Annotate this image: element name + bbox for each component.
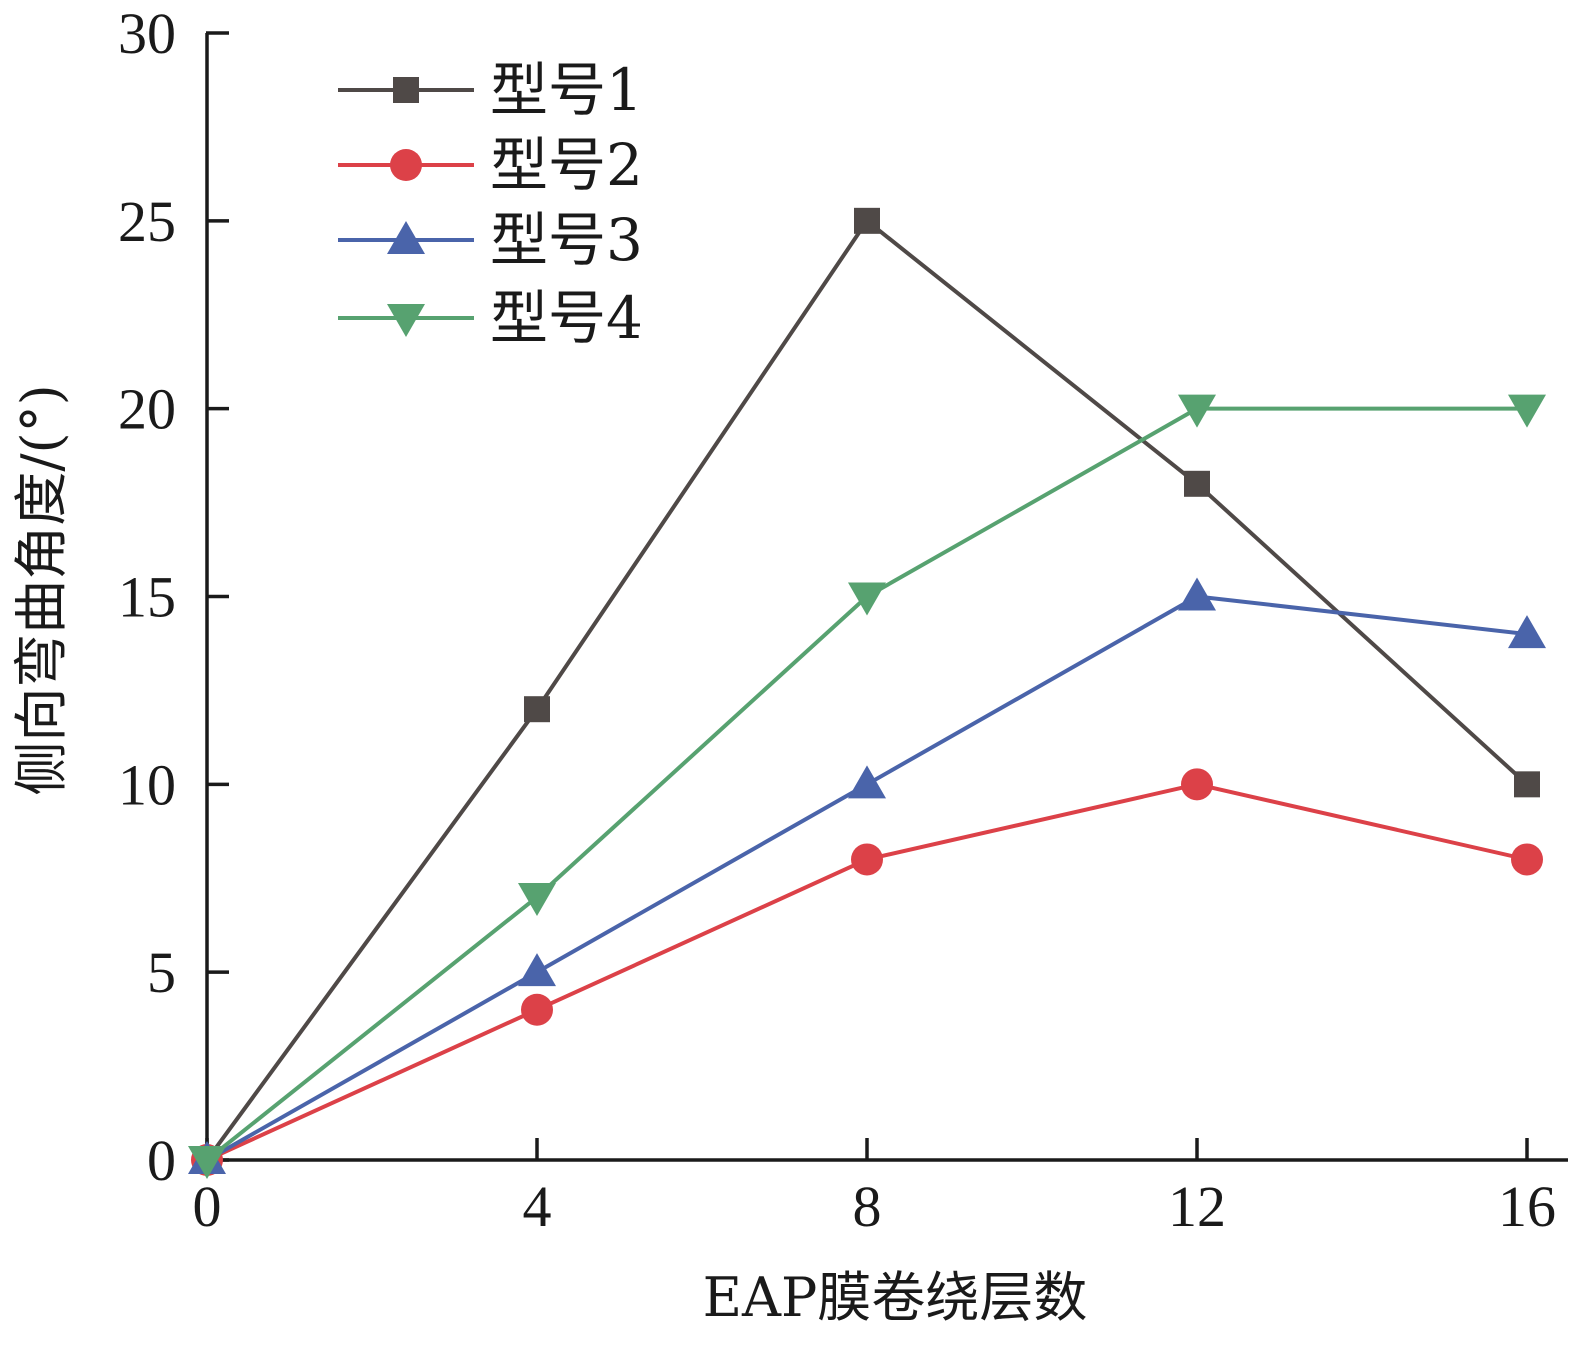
series-1-point-3 — [1184, 470, 1210, 497]
legend-label-3: 型号3 — [490, 206, 643, 274]
y-axis-title: 侧向弯曲角度/(°) — [10, 384, 73, 795]
x-tick-label-2: 8 — [853, 1174, 882, 1239]
legend-label-4: 型号4 — [490, 284, 643, 352]
legend-item-3: 型号3 — [338, 206, 643, 274]
series-2-line — [206, 782, 1528, 1162]
series-3-point-1 — [518, 953, 556, 987]
y-tick-label-0: 0 — [147, 1128, 176, 1193]
x-axis-title: EAP膜卷绕层数 — [703, 1266, 1088, 1329]
series-3-point-4 — [1508, 615, 1546, 649]
series-4-point-0 — [188, 1146, 226, 1179]
legend-marker-4 — [387, 304, 425, 337]
x-tick-label-3: 12 — [1168, 1174, 1226, 1239]
x-tick-label-1: 4 — [523, 1174, 552, 1239]
series-4-point-1 — [518, 883, 556, 917]
series-4 — [188, 394, 1546, 1179]
series-4-point-2 — [848, 582, 886, 616]
series-2-point-1 — [521, 993, 553, 1026]
series-2-point-3 — [1181, 768, 1213, 801]
legend-label-1: 型号1 — [490, 56, 643, 124]
y-tick-label-3: 15 — [118, 565, 176, 630]
series-4-point-4 — [1508, 394, 1546, 428]
series-layer — [188, 207, 1546, 1179]
series-2-point-4 — [1511, 843, 1543, 876]
series-1-point-2 — [854, 207, 880, 234]
y-tick-label-6: 30 — [118, 1, 176, 66]
series-3-point-2 — [848, 765, 886, 799]
legend-item-1: 型号1 — [338, 56, 643, 124]
ticks: 0 5 10 15 20 25 30 0 4 8 12 16 — [118, 1, 1556, 1239]
y-tick-label-1: 5 — [147, 940, 176, 1005]
legend-item-4: 型号4 — [338, 284, 643, 352]
series-3 — [188, 577, 1546, 1174]
y-tick-label-4: 20 — [118, 377, 176, 442]
x-tick-label-0: 0 — [193, 1174, 222, 1239]
legend-marker-2 — [390, 149, 422, 181]
series-1 — [194, 207, 1540, 1173]
y-tick-label-2: 10 — [118, 752, 176, 817]
axes — [205, 33, 1568, 1162]
series-1-point-1 — [524, 696, 550, 723]
legend: 型号1 型号2 型号3 型号4 — [338, 56, 643, 352]
legend-marker-3 — [387, 221, 425, 254]
series-3-point-3 — [1178, 577, 1216, 611]
series-4-point-3 — [1178, 394, 1216, 428]
series-1-point-4 — [1514, 771, 1540, 798]
series-3-line — [206, 594, 1528, 1162]
legend-item-2: 型号2 — [338, 131, 643, 199]
x-tick-label-4: 16 — [1498, 1174, 1556, 1239]
series-2 — [191, 768, 1543, 1176]
y-tick-label-5: 25 — [118, 189, 176, 254]
legend-label-2: 型号2 — [490, 131, 643, 199]
series-2-point-2 — [851, 843, 883, 876]
series-1-line — [205, 218, 1529, 1162]
legend-marker-1 — [393, 77, 419, 103]
